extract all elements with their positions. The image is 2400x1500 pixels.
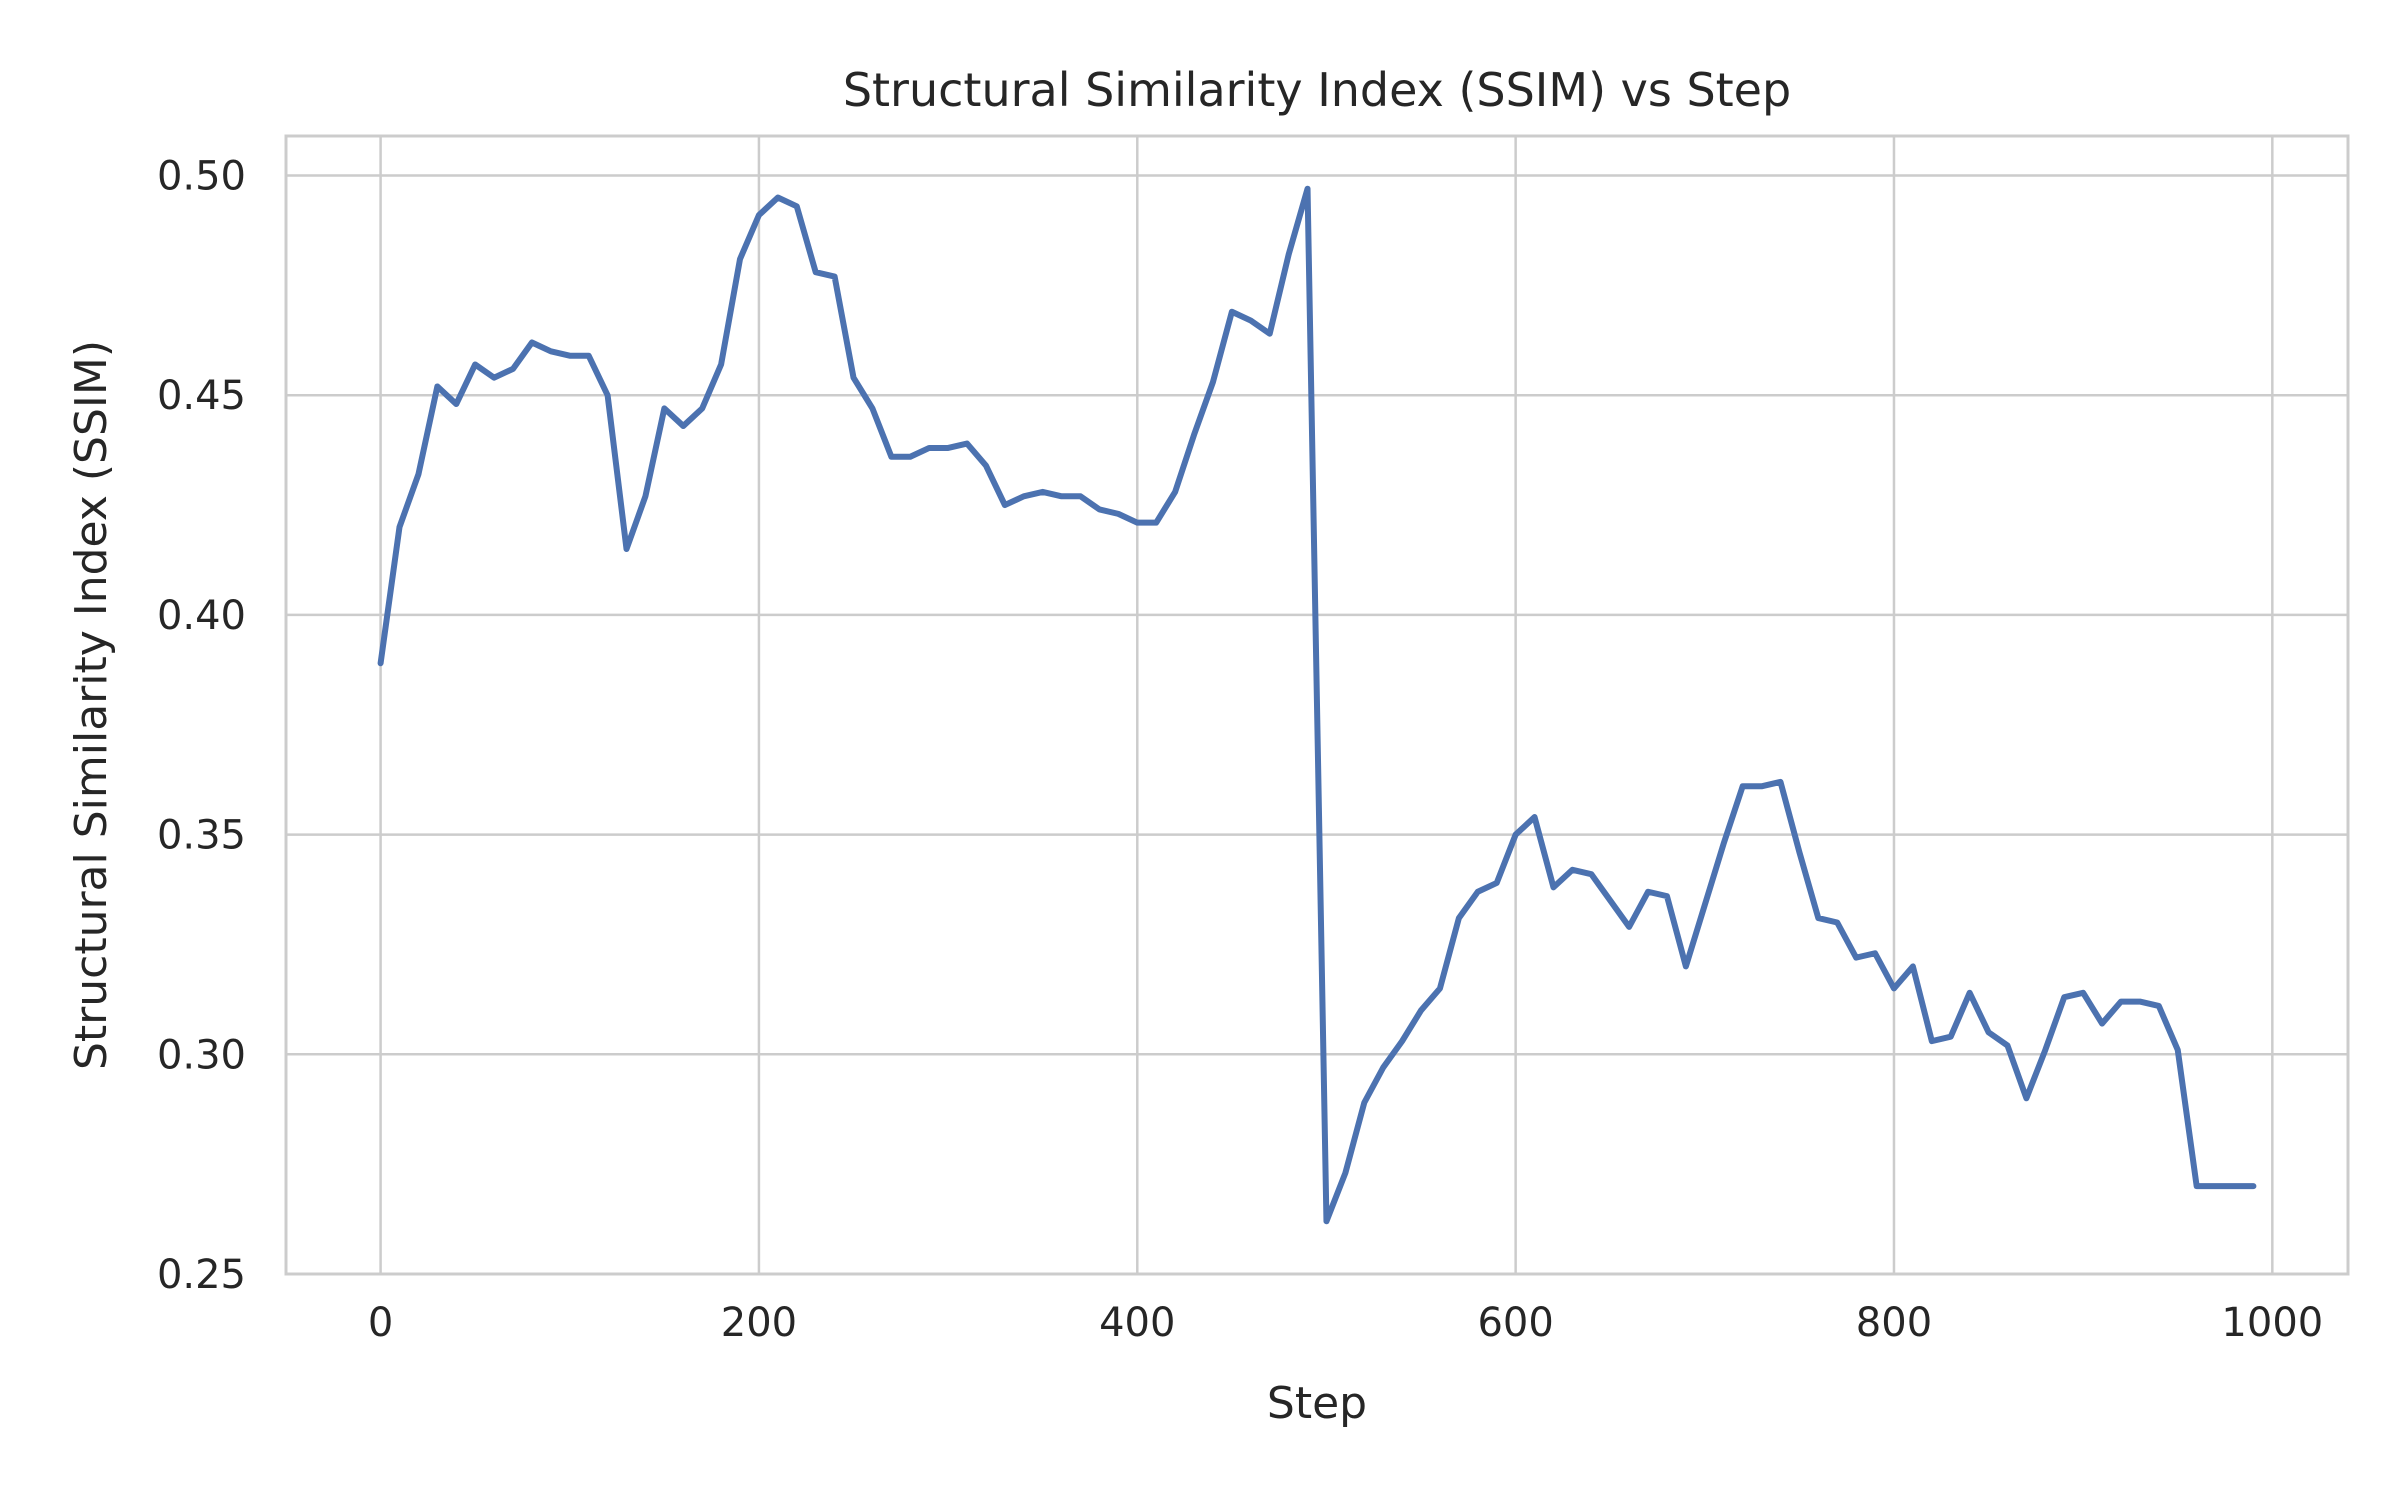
x-tick-label: 1000 [2221, 1300, 2323, 1346]
x-axis-label: Step [1267, 1378, 1367, 1429]
x-tick-label: 200 [721, 1300, 797, 1346]
y-tick-label: 0.50 [157, 154, 246, 200]
y-tick-label: 0.45 [157, 373, 246, 419]
y-axis-label: Structural Similarity Index (SSIM) [66, 340, 117, 1070]
chart-title: Structural Similarity Index (SSIM) vs St… [843, 63, 1791, 117]
y-tick-label: 0.40 [157, 593, 246, 639]
y-tick-label: 0.30 [157, 1032, 246, 1078]
x-tick-label: 600 [1477, 1300, 1553, 1346]
series-layer [377, 185, 2257, 1225]
x-tick-label: 0 [368, 1300, 393, 1346]
x-tick-label: 800 [1856, 1300, 1932, 1346]
tick-labels: 0 200 400 600 800 1000 0.25 0.30 0.35 0.40 0.45 0.5… [157, 154, 2323, 1346]
y-tick-label: 0.25 [157, 1252, 246, 1298]
y-tick-label: 0.35 [157, 813, 246, 859]
plot-frame [284, 134, 2350, 1276]
series-line [377, 185, 2257, 1225]
x-tick-label: 400 [1099, 1300, 1175, 1346]
